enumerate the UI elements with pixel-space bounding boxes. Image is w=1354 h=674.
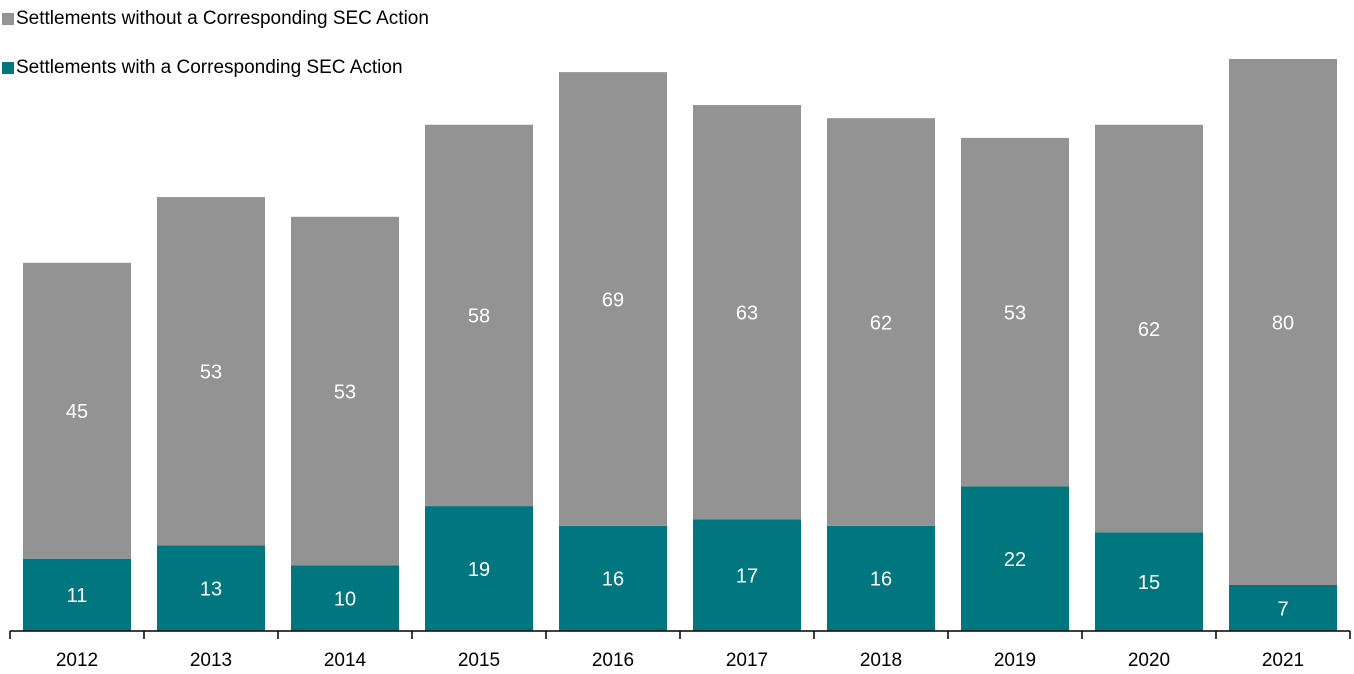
x-tick-label: 2021: [1262, 650, 1304, 671]
bar-segment: [425, 506, 533, 631]
bar-segment: [23, 262, 131, 559]
data-label: 69: [602, 289, 624, 311]
data-label: 63: [736, 302, 758, 324]
data-label: 17: [736, 565, 758, 587]
x-tick-label: 2018: [860, 650, 902, 671]
data-label: 22: [1004, 549, 1026, 571]
bar-segment: [1095, 124, 1203, 533]
bar-segment: [693, 105, 801, 520]
legend-swatch: [2, 13, 14, 25]
x-tick-label: 2015: [458, 650, 500, 671]
data-label: 53: [200, 362, 222, 384]
bar-segment: [827, 118, 935, 526]
bar-segment: [425, 124, 533, 507]
x-tick-label: 2020: [1128, 650, 1170, 671]
bar-segment: [291, 216, 399, 566]
x-tick-label: 2017: [726, 650, 768, 671]
bar-segment: [559, 525, 667, 631]
x-tick-label: 2012: [56, 650, 98, 671]
legend-swatch: [2, 62, 14, 74]
data-label: 7: [1277, 598, 1288, 620]
bar-segment: [693, 519, 801, 631]
legend-label: Settlements with a Corresponding SEC Act…: [16, 57, 403, 78]
bar-segment: [1229, 59, 1337, 585]
data-label: 53: [1004, 302, 1026, 324]
bar-segment: [1229, 584, 1337, 631]
legend-label: Settlements without a Corresponding SEC …: [16, 8, 429, 29]
bar-segment: [157, 197, 265, 546]
data-label: 13: [200, 579, 222, 601]
bar-segment: [961, 486, 1069, 631]
x-tick-label: 2016: [592, 650, 634, 671]
x-tick-label: 2013: [190, 650, 232, 671]
data-label: 19: [468, 559, 490, 581]
data-label: 16: [870, 569, 892, 591]
data-label: 62: [870, 312, 892, 334]
bar-segment: [1095, 532, 1203, 631]
bar-segment: [23, 558, 131, 631]
data-label: 62: [1138, 319, 1160, 341]
bar-segment: [827, 525, 935, 631]
data-label: 15: [1138, 572, 1160, 594]
x-tick-label: 2014: [324, 650, 367, 671]
x-tick-label: 2019: [994, 650, 1036, 671]
data-label: 11: [67, 585, 88, 607]
data-label: 58: [468, 306, 490, 328]
bar-segment: [291, 565, 399, 631]
bar-segment: [961, 137, 1069, 487]
data-label: 53: [334, 381, 356, 403]
data-label: 10: [334, 588, 356, 610]
data-label: 45: [66, 401, 88, 423]
data-label: 16: [602, 569, 624, 591]
data-label: 80: [1272, 312, 1294, 334]
bar-segment: [157, 545, 265, 631]
bar-segment: [559, 72, 667, 526]
